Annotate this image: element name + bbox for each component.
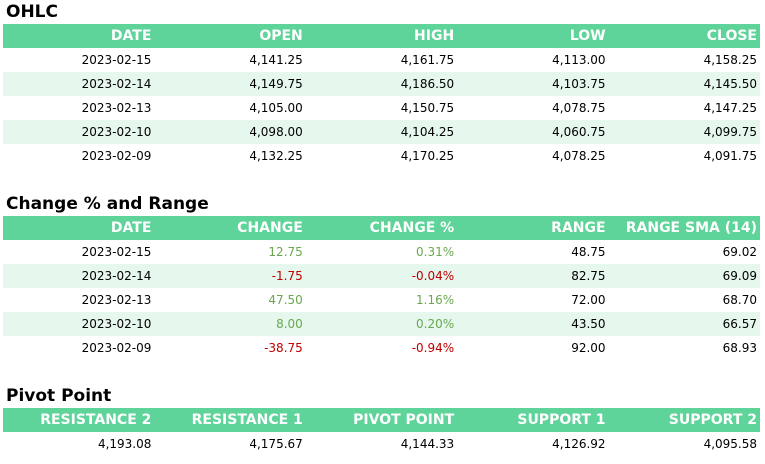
cell-range: 48.75: [571, 245, 606, 259]
table-header-row: DATE OPEN HIGH LOW CLOSE: [3, 24, 760, 48]
table-row: 2023-02-10 8.00 0.20% 43.50 66.57: [3, 312, 760, 336]
cell-high: 4,150.75: [400, 101, 455, 115]
cell-date: 2023-02-13: [81, 293, 152, 307]
pivot-point-section: Pivot Point RESISTANCE 2 RESISTANCE 1 PI…: [0, 384, 760, 456]
cell-close: 4,158.25: [703, 53, 757, 67]
change-range-section: Change % and Range DATE CHANGE CHANGE % …: [0, 192, 760, 360]
cell-range: 92.00: [571, 341, 606, 355]
cell-change: 47.50: [268, 293, 303, 307]
cell-range-sma: 68.93: [722, 341, 757, 355]
cell-pivot-point: 4,144.33: [400, 437, 455, 451]
cell-range-sma: 69.09: [608, 264, 760, 288]
cell-range-sma: 66.57: [608, 312, 760, 336]
cell-high: 4,186.50: [305, 72, 458, 96]
cell-date: 2023-02-10: [3, 120, 155, 144]
cell-date: 2023-02-13: [81, 101, 152, 115]
ohlc-title: OHLC: [6, 2, 58, 22]
cell-close: 4,099.75: [608, 120, 760, 144]
cell-low: 4,060.75: [457, 120, 609, 144]
cell-high: 4,161.75: [400, 53, 455, 67]
cell-change: 12.75: [268, 245, 303, 259]
cell-date: 2023-02-14: [3, 264, 155, 288]
cell-range: 43.50: [457, 312, 609, 336]
table-row: 2023-02-09 4,132.25 4,170.25 4,078.25 4,…: [3, 144, 760, 168]
cell-high: 4,104.25: [305, 120, 458, 144]
cell-resistance-2: 4,193.08: [97, 437, 152, 451]
cell-range: 82.75: [457, 264, 609, 288]
cell-change-percent: 1.16%: [416, 293, 455, 307]
cell-support-2: 4,095.58: [703, 437, 757, 451]
table-row: 2023-02-13 47.50 1.16% 72.00 68.70: [3, 288, 760, 312]
cell-range-sma: 68.70: [722, 293, 757, 307]
change-range-title: Change % and Range: [6, 194, 209, 214]
pivot-point-table: RESISTANCE 2 RESISTANCE 1 PIVOT POINT SU…: [3, 408, 760, 456]
table-row: 2023-02-14 4,149.75 4,186.50 4,103.75 4,…: [3, 72, 760, 96]
cell-date: 2023-02-15: [81, 53, 152, 67]
column-header-pivot-point: PIVOT POINT: [305, 408, 458, 432]
column-header-low: LOW: [457, 24, 609, 48]
cell-range-sma: 69.02: [722, 245, 757, 259]
pivot-point-title: Pivot Point: [6, 386, 112, 406]
table-row: 4,193.08 4,175.67 4,144.33 4,126.92 4,09…: [3, 432, 760, 456]
cell-change: -38.75: [264, 341, 303, 355]
cell-change-percent: -0.04%: [305, 264, 458, 288]
column-header-resistance-2: RESISTANCE 2: [3, 408, 155, 432]
cell-change-percent: -0.94%: [411, 341, 455, 355]
column-header-date: DATE: [3, 24, 155, 48]
cell-close: 4,147.25: [703, 101, 757, 115]
column-header-change-percent: CHANGE %: [305, 216, 458, 240]
column-header-close: CLOSE: [608, 24, 760, 48]
cell-resistance-1: 4,175.67: [249, 437, 303, 451]
cell-low: 4,078.25: [552, 149, 606, 163]
cell-change: 8.00: [154, 312, 306, 336]
cell-high: 4,170.25: [400, 149, 455, 163]
cell-date: 2023-02-10: [3, 312, 155, 336]
column-header-change: CHANGE: [154, 216, 306, 240]
table-row: 2023-02-10 4,098.00 4,104.25 4,060.75 4,…: [3, 120, 760, 144]
cell-open: 4,149.75: [154, 72, 306, 96]
table-header-row: RESISTANCE 2 RESISTANCE 1 PIVOT POINT SU…: [3, 408, 760, 432]
cell-date: 2023-02-15: [81, 245, 152, 259]
table-row: 2023-02-15 4,141.25 4,161.75 4,113.00 4,…: [3, 48, 760, 72]
cell-low: 4,103.75: [457, 72, 609, 96]
column-header-resistance-1: RESISTANCE 1: [154, 408, 306, 432]
cell-low: 4,113.00: [552, 53, 606, 67]
column-header-date: DATE: [3, 216, 155, 240]
cell-open: 4,105.00: [249, 101, 303, 115]
cell-date: 2023-02-14: [3, 72, 155, 96]
cell-open: 4,132.25: [249, 149, 303, 163]
cell-close: 4,145.50: [608, 72, 760, 96]
change-range-table: DATE CHANGE CHANGE % RANGE RANGE SMA (14…: [3, 216, 760, 360]
table-row: 2023-02-14 -1.75 -0.04% 82.75 69.09: [3, 264, 760, 288]
cell-open: 4,141.25: [249, 53, 303, 67]
table-header-row: DATE CHANGE CHANGE % RANGE RANGE SMA (14…: [3, 216, 760, 240]
ohlc-table: DATE OPEN HIGH LOW CLOSE 2023-02-15 4,14…: [3, 24, 760, 168]
cell-low: 4,078.75: [552, 101, 606, 115]
cell-close: 4,091.75: [703, 149, 757, 163]
cell-change-percent: 0.31%: [416, 245, 455, 259]
table-row: 2023-02-15 12.75 0.31% 48.75 69.02: [3, 240, 760, 264]
column-header-support-2: SUPPORT 2: [608, 408, 760, 432]
table-row: 2023-02-09 -38.75 -0.94% 92.00 68.93: [3, 336, 760, 360]
cell-date: 2023-02-09: [81, 149, 152, 163]
table-row: 2023-02-13 4,105.00 4,150.75 4,078.75 4,…: [3, 96, 760, 120]
cell-change: -1.75: [154, 264, 306, 288]
cell-open: 4,098.00: [154, 120, 306, 144]
column-header-open: OPEN: [154, 24, 306, 48]
column-header-range-sma: RANGE SMA (14): [608, 216, 760, 240]
cell-range: 72.00: [571, 293, 606, 307]
cell-change-percent: 0.20%: [305, 312, 458, 336]
column-header-high: HIGH: [305, 24, 458, 48]
column-header-range: RANGE: [457, 216, 609, 240]
cell-date: 2023-02-09: [81, 341, 152, 355]
ohlc-section: OHLC DATE OPEN HIGH LOW CLOSE 2023-02-15…: [0, 0, 760, 168]
cell-support-1: 4,126.92: [552, 437, 606, 451]
column-header-support-1: SUPPORT 1: [457, 408, 609, 432]
